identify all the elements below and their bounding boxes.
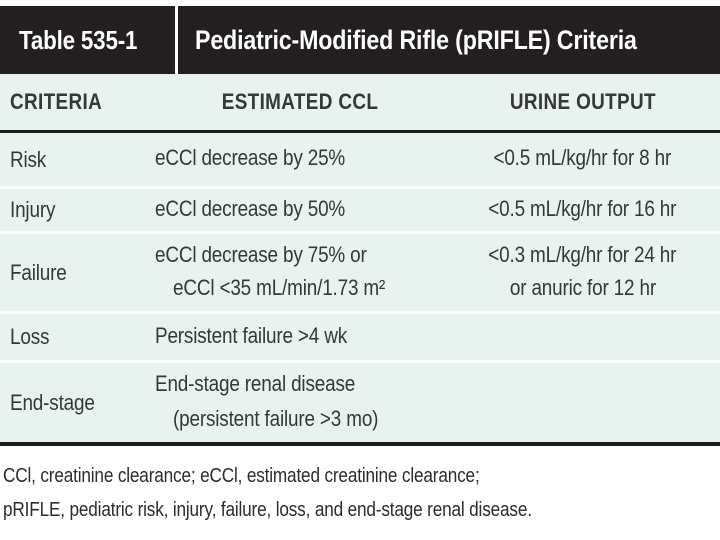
header-divider	[175, 6, 178, 74]
cell-criteria: Loss	[0, 314, 150, 360]
row-label: Injury	[10, 197, 56, 222]
column-header-criteria: CRITERIA	[0, 74, 150, 130]
column-header-criteria-label: CRITERIA	[10, 89, 103, 114]
table-row-loss: Loss Persistent failure >4 wk	[0, 311, 720, 360]
table-row-risk: Risk eCCl decrease by 25% <0.5 mL/kg/hr …	[0, 133, 720, 186]
cell-estimated-ccl: End-stage renal disease (persistent fail…	[150, 363, 445, 442]
cell-criteria: Failure	[0, 234, 150, 311]
ccl-value-line1: End-stage renal disease	[155, 370, 356, 396]
cell-urine-output: <0.5 mL/kg/hr for 8 hr	[445, 133, 720, 186]
ccl-value: eCCl decrease by 25%	[155, 145, 346, 170]
urine-value-line2: or anuric for 12 hr	[509, 274, 656, 300]
row-label: End-stage	[10, 389, 95, 415]
cell-criteria: End-stage	[0, 363, 150, 442]
footnote-line-1: CCl, creatinine clearance; eCCl, estimat…	[3, 465, 480, 487]
table-row-injury: Injury eCCl decrease by 50% <0.5 mL/kg/h…	[0, 186, 720, 231]
cell-estimated-ccl: eCCl decrease by 25%	[150, 133, 445, 186]
cell-criteria: Injury	[0, 189, 150, 231]
table-row-failure: Failure eCCl decrease by 75% or eCCl <35…	[0, 231, 720, 311]
column-header-estimated-ccl-label: ESTIMATED CCL	[221, 89, 379, 114]
column-header-row: CRITERIA ESTIMATED CCL URINE OUTPUT	[0, 74, 720, 130]
table-row-end-stage: End-stage End-stage renal disease (persi…	[0, 360, 720, 442]
table-number: Table 535-1	[18, 24, 137, 55]
table-number-cell: Table 535-1	[0, 25, 175, 56]
urine-value: <0.5 mL/kg/hr for 8 hr	[493, 145, 672, 170]
row-label: Failure	[10, 259, 67, 285]
cell-estimated-ccl: eCCl decrease by 50%	[150, 189, 445, 231]
cell-estimated-ccl: eCCl decrease by 75% or eCCl <35 mL/min/…	[150, 234, 445, 311]
row-label: Loss	[10, 324, 50, 349]
cell-urine-output: <0.3 mL/kg/hr for 24 hr or anuric for 12…	[445, 234, 720, 311]
table-title-cell: Pediatric-Modified Rifle (pRIFLE) Criter…	[178, 25, 720, 56]
ccl-value: Persistent failure >4 wk	[155, 322, 347, 348]
table-body: CRITERIA ESTIMATED CCL URINE OUTPUT Risk…	[0, 74, 720, 446]
table-title: Pediatric-Modified Rifle (pRIFLE) Criter…	[195, 24, 637, 55]
header-rule	[0, 130, 720, 133]
cell-urine-output: <0.5 mL/kg/hr for 16 hr	[445, 189, 720, 231]
ccl-value-line2: eCCl <35 mL/min/1.73 m²	[173, 274, 386, 300]
ccl-value: eCCl decrease by 50%	[155, 195, 346, 221]
row-label: Risk	[10, 146, 47, 172]
bottom-rule	[0, 442, 720, 446]
cell-urine-output	[445, 314, 720, 360]
cell-estimated-ccl: Persistent failure >4 wk	[150, 314, 445, 360]
footnote-line-2: pRIFLE, pediatric risk, injury, failure,…	[3, 499, 532, 521]
column-header-urine-output: URINE OUTPUT	[445, 74, 720, 130]
urine-value-line1: <0.3 mL/kg/hr for 24 hr	[488, 241, 677, 267]
cell-criteria: Risk	[0, 133, 150, 186]
table-header-bar: Table 535-1 Pediatric-Modified Rifle (pR…	[0, 6, 720, 74]
urine-value: <0.5 mL/kg/hr for 16 hr	[488, 195, 677, 221]
ccl-value-line2: (persistent failure >3 mo)	[173, 405, 379, 431]
column-header-urine-output-label: URINE OUTPUT	[509, 89, 656, 114]
cell-urine-output	[445, 363, 720, 442]
footnote: CCl, creatinine clearance; eCCl, estimat…	[0, 448, 720, 540]
ccl-value-line1: eCCl decrease by 75% or	[155, 241, 367, 267]
column-header-estimated-ccl: ESTIMATED CCL	[150, 74, 445, 130]
